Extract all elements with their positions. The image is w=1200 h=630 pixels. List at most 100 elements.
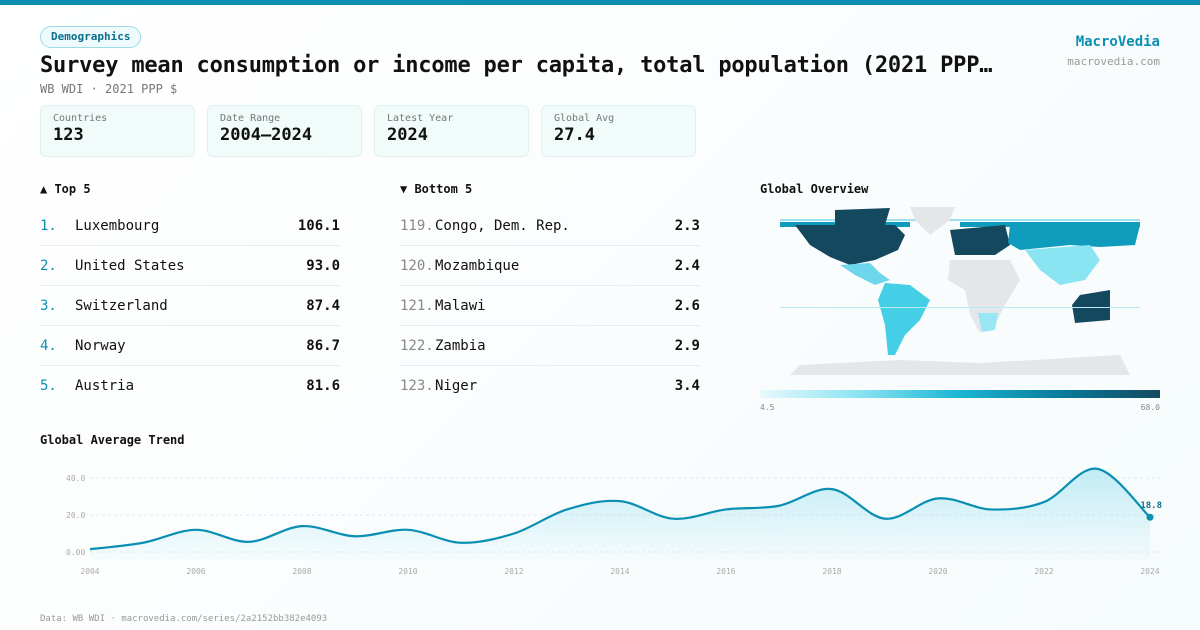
x-tick-label: 2006 <box>186 567 205 576</box>
trend-line <box>89 467 1151 551</box>
map-color-legend <box>760 390 1160 398</box>
x-tick-label: 2016 <box>716 567 735 576</box>
country-name: Mozambique <box>435 257 520 274</box>
country-name: Zambia <box>435 337 486 354</box>
category-badge[interactable]: Demographics <box>40 26 142 48</box>
y-tick-label: 0.00 <box>66 548 85 557</box>
country-name: Luxembourg <box>75 217 160 234</box>
country-value: 106.1 <box>297 217 340 234</box>
bottom5-heading: ▼ Bottom 5 <box>400 182 473 196</box>
list-item[interactable]: 123. Niger 3.4 <box>400 366 700 406</box>
brand-name[interactable]: MacroVedia <box>1075 34 1160 50</box>
rank: 3. <box>40 297 57 314</box>
country-value: 2.9 <box>674 337 700 354</box>
rank: 2. <box>40 257 57 274</box>
country-russia[interactable] <box>1008 225 1140 250</box>
x-tick-label: 2024 <box>1140 567 1159 576</box>
x-tick-label: 2018 <box>822 567 841 576</box>
stat-label: Latest Year <box>387 113 454 124</box>
country-north-america[interactable] <box>795 225 905 265</box>
country-greenland[interactable] <box>910 207 955 235</box>
rank: 120. <box>400 257 434 274</box>
x-tick-label: 2020 <box>928 567 947 576</box>
country-name: Malawi <box>435 297 486 314</box>
map-equator <box>780 307 1140 308</box>
country-antarctica <box>790 355 1130 375</box>
country-value: 2.6 <box>674 297 700 314</box>
page-subtitle: WB WDI · 2021 PPP $ <box>40 82 178 96</box>
top5-heading: ▲ Top 5 <box>40 182 91 196</box>
brand-url[interactable]: macrovedia.com <box>1067 55 1160 68</box>
stat-label: Countries <box>53 113 108 124</box>
x-tick-label: 2008 <box>292 567 311 576</box>
map-band <box>780 219 1140 221</box>
country-name: Niger <box>435 378 478 394</box>
rank: 4. <box>40 337 57 354</box>
country-central-america[interactable] <box>840 263 890 285</box>
stat-value: 2004–2024 <box>220 125 313 145</box>
country-value: 2.4 <box>674 257 700 274</box>
list-item[interactable]: 121. Malawi 2.6 <box>400 286 700 326</box>
country-value: 93.0 <box>306 257 340 274</box>
rank: 1. <box>40 217 57 234</box>
top-accent-bar <box>0 0 1200 5</box>
list-item[interactable]: 119. Congo, Dem. Rep. 2.3 <box>400 206 700 246</box>
trend-area <box>90 468 1150 560</box>
y-tick-label: 40.0 <box>66 474 85 483</box>
stat-countries: Countries 123 <box>40 105 195 157</box>
page-title: Survey mean consumption or income per ca… <box>40 53 993 78</box>
x-tick-label: 2004 <box>80 567 99 576</box>
stat-global-avg: Global Avg 27.4 <box>541 105 696 157</box>
legend-min: 4.5 <box>760 403 775 412</box>
map-band <box>960 222 1140 227</box>
country-name: Switzerland <box>75 297 168 314</box>
list-item[interactable]: 120. Mozambique 2.4 <box>400 246 700 286</box>
stat-value: 27.4 <box>554 125 595 145</box>
legend-max: 68.0 <box>1140 403 1160 412</box>
trend-chart[interactable]: 0.00 20.0 40.0 2004 2006 2008 2010 2012 2014 2016… <box>0 455 1200 580</box>
x-tick-label: 2012 <box>504 567 523 576</box>
list-item[interactable]: 2. United States 93.0 <box>40 246 340 286</box>
x-tick-label: 2010 <box>398 567 417 576</box>
country-name: Austria <box>75 378 135 394</box>
country-value: 3.4 <box>674 378 700 394</box>
stat-latest-year: Latest Year 2024 <box>374 105 529 157</box>
list-item[interactable]: 5. Austria 81.6 <box>40 366 340 406</box>
map-heading: Global Overview <box>760 182 869 196</box>
list-item[interactable]: 1. Luxembourg 106.1 <box>40 206 340 246</box>
stat-value: 123 <box>53 125 84 145</box>
rank: 119. <box>400 217 434 234</box>
y-tick-label: 20.0 <box>66 511 85 520</box>
country-southern-africa[interactable] <box>978 313 998 332</box>
last-value-label: 18.8 <box>1140 501 1162 511</box>
stat-label: Date Range <box>220 113 281 124</box>
country-south-america[interactable] <box>878 283 930 355</box>
country-europe[interactable] <box>950 225 1010 255</box>
stat-date-range: Date Range 2004–2024 <box>207 105 362 157</box>
country-name: Congo, Dem. Rep. <box>435 217 570 234</box>
x-tick-label: 2014 <box>610 567 629 576</box>
bottom5-list: ▼ Bottom 5 119. Congo, Dem. Rep. 2.3 120. Mo… <box>400 182 700 406</box>
country-asia[interactable] <box>1025 245 1100 285</box>
trend-heading: Global Average Trend <box>40 433 185 447</box>
country-australia[interactable] <box>1072 290 1110 323</box>
footer-source: Data: WB WDI · macrovedia.com/series/2a2… <box>40 614 328 624</box>
country-name: Norway <box>75 337 126 354</box>
stat-value: 2024 <box>387 125 428 145</box>
rank: 122. <box>400 337 434 354</box>
country-name: United States <box>75 257 185 274</box>
list-item[interactable]: 4. Norway 86.7 <box>40 326 340 366</box>
country-value: 86.7 <box>306 337 340 354</box>
list-item[interactable]: 3. Switzerland 87.4 <box>40 286 340 326</box>
world-map[interactable] <box>780 205 1140 380</box>
last-point-marker[interactable] <box>1146 513 1154 521</box>
rank: 123. <box>400 378 434 394</box>
rank: 5. <box>40 378 57 394</box>
x-tick-label: 2022 <box>1034 567 1053 576</box>
top5-list: ▲ Top 5 1. Luxembourg 106.1 2. United States… <box>40 182 340 406</box>
rank: 121. <box>400 297 434 314</box>
country-value: 87.4 <box>306 297 340 314</box>
country-africa[interactable] <box>948 260 1020 333</box>
list-item[interactable]: 122. Zambia 2.9 <box>400 326 700 366</box>
country-value: 2.3 <box>674 217 700 234</box>
